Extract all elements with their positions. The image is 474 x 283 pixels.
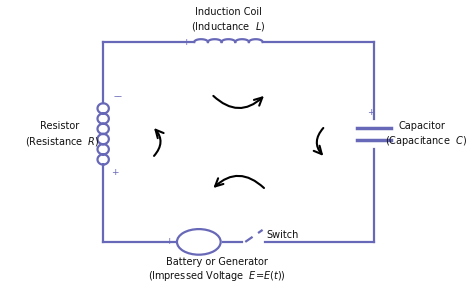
Text: Battery or Generator: Battery or Generator [166, 257, 268, 267]
Text: (Inductance  $L$): (Inductance $L$) [191, 20, 265, 33]
Text: –: – [226, 237, 230, 246]
Text: Capacitor: Capacitor [399, 121, 446, 132]
Text: Induction Coil: Induction Coil [195, 7, 262, 17]
Text: Resistor: Resistor [40, 121, 80, 132]
Text: ––: –– [268, 38, 277, 46]
Text: (Resistance  $R$): (Resistance $R$) [25, 135, 100, 148]
Text: Switch: Switch [266, 230, 299, 240]
Text: +: + [367, 108, 374, 117]
Text: (Capacitance  $C$): (Capacitance $C$) [385, 134, 467, 148]
Text: (Impressed Voltage  $E$=$E(t)$): (Impressed Voltage $E$=$E(t)$) [148, 269, 286, 282]
Text: +: + [182, 38, 190, 46]
Text: +: + [111, 168, 118, 177]
Text: ––: –– [113, 92, 122, 101]
Text: +: + [165, 237, 173, 246]
